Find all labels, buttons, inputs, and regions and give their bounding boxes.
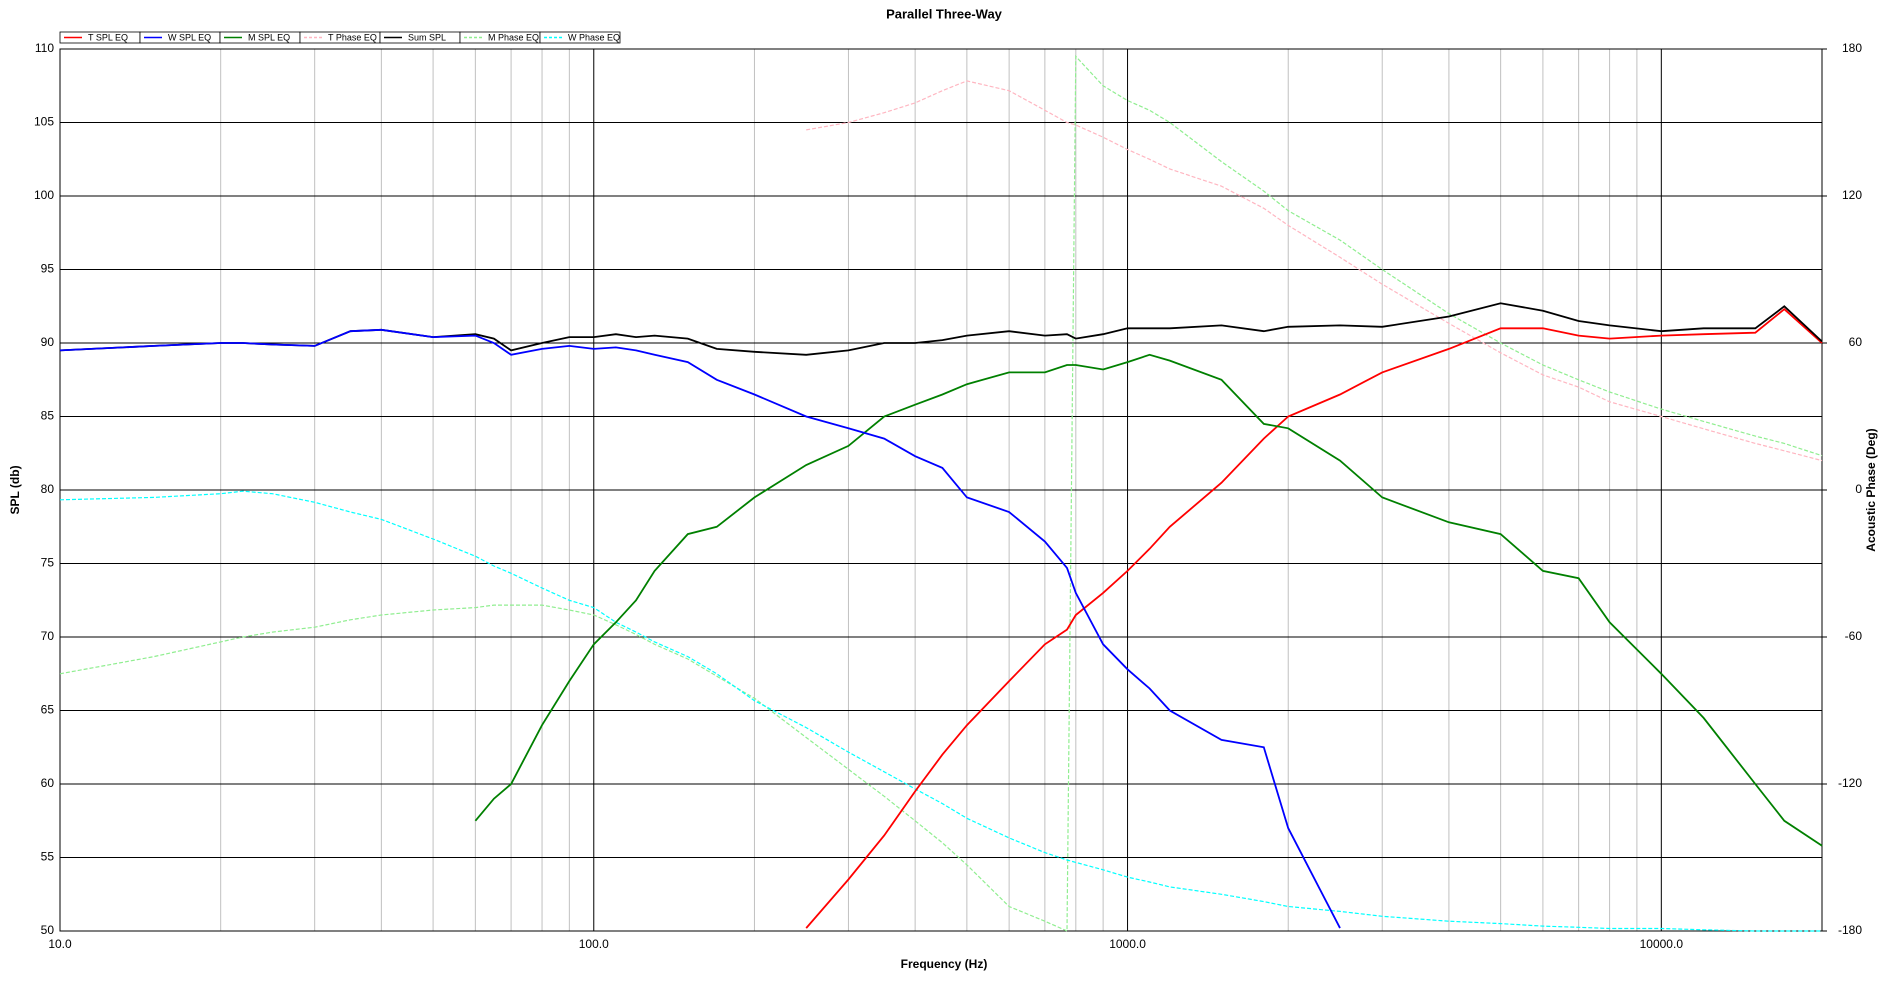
series-line [59, 54, 1823, 932]
chart-title: Parallel Three-Way [886, 6, 1003, 21]
y-tick-label: 105 [34, 115, 54, 129]
y-tick-label: 50 [41, 923, 55, 937]
y2-axis-label: Acoustic Phase (Deg) [1864, 428, 1878, 551]
x-tick-label: 100.0 [579, 937, 609, 951]
legend-item: M SPL EQ [219, 31, 301, 44]
series-line [805, 308, 1823, 929]
y-tick-label: 75 [41, 556, 55, 570]
legend-item: W SPL EQ [139, 31, 221, 44]
y2-tick-label: -120 [1838, 776, 1862, 790]
series-line [806, 80, 1823, 462]
x-tick-label: 10.0 [48, 937, 72, 951]
x-axis-label: Frequency (Hz) [901, 957, 988, 971]
series-line [59, 328, 1341, 929]
y-tick-label: 100 [34, 188, 54, 202]
y-tick-label: 55 [41, 850, 55, 864]
legend-item: M Phase EQ [459, 31, 541, 44]
y-tick-label: 60 [41, 776, 55, 790]
legend-item: T Phase EQ [299, 31, 381, 44]
y-tick-label: 80 [41, 482, 55, 496]
y2-tick-label: 180 [1842, 41, 1862, 55]
legend-item: Sum SPL [379, 31, 461, 44]
y2-tick-label: 120 [1842, 188, 1862, 202]
legend-text: W Phase EQ [568, 32, 620, 42]
y2-tick-label: 0 [1855, 482, 1862, 496]
y-tick-label: 95 [41, 262, 55, 276]
legend-text: W SPL EQ [168, 32, 211, 42]
y2-tick-label: -60 [1845, 629, 1863, 643]
legend-box [539, 31, 621, 44]
legend-text: T SPL EQ [88, 32, 128, 42]
legend-item: W Phase EQ [539, 31, 621, 44]
y2-tick-label: -180 [1838, 923, 1862, 937]
series-line [474, 353, 1823, 847]
legend-text: T Phase EQ [328, 32, 377, 42]
y-tick-label: 70 [41, 629, 55, 643]
x-tick-label: 10000.0 [1640, 937, 1684, 951]
series-line [59, 490, 1822, 932]
legend-text: M SPL EQ [248, 32, 290, 42]
y-tick-label: 90 [41, 335, 55, 349]
x-tick-label: 1000.0 [1109, 937, 1146, 951]
y-axis-label: SPL (db) [8, 465, 22, 514]
plot-frame [59, 48, 1823, 932]
y-tick-label: 85 [41, 409, 55, 423]
y2-tick-label: 60 [1849, 335, 1863, 349]
legend-text: Sum SPL [408, 32, 446, 42]
legend-text: M Phase EQ [488, 32, 539, 42]
legend-item: T SPL EQ [59, 31, 141, 44]
y-tick-label: 65 [41, 703, 55, 717]
y-tick-label: 110 [35, 41, 54, 55]
